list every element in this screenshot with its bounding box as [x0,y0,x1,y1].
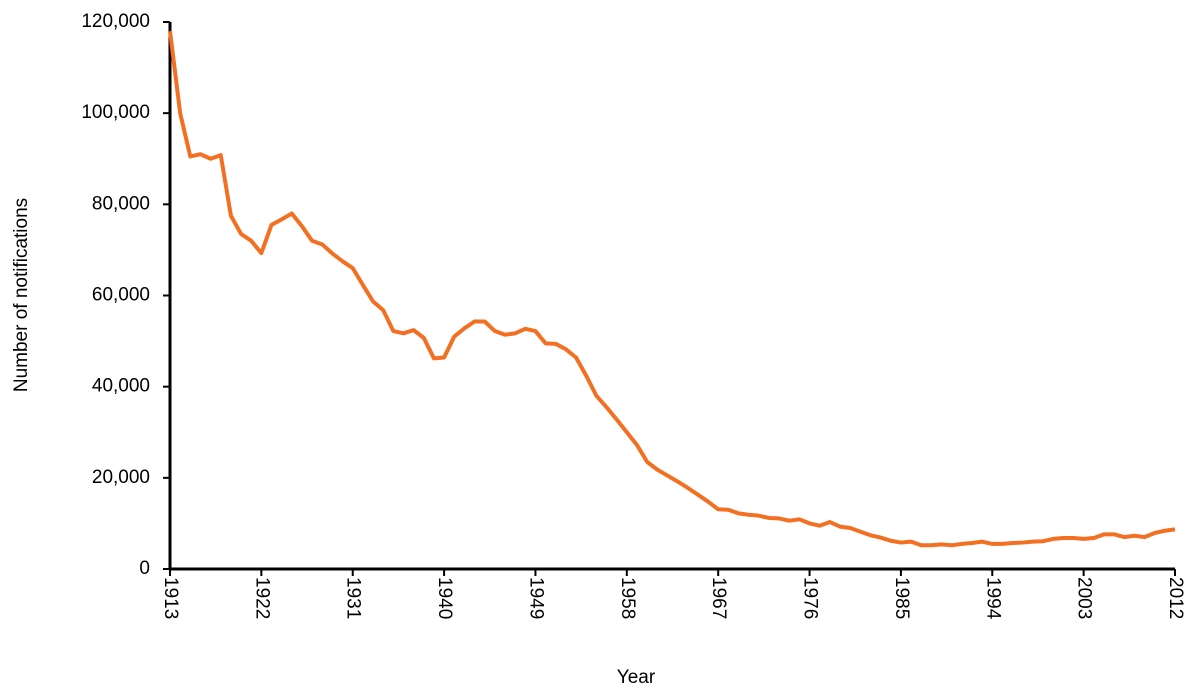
y-axis-title: Number of notifications [11,198,32,392]
y-tick-label: 120,000 [81,11,150,32]
x-axis-title: Year [617,667,656,688]
x-tick-label: 2003 [1074,577,1095,619]
x-tick-label: 1976 [800,577,821,619]
x-tick-label: 1994 [982,577,1003,620]
x-tick-label: 1931 [343,577,364,619]
y-tick-label: 40,000 [92,376,150,397]
y-tick-label: 80,000 [92,193,150,214]
y-tick-label: 0 [139,558,150,579]
x-tick-label: 1949 [525,577,546,619]
x-tick-label: 1922 [251,577,272,619]
y-tick-label: 100,000 [81,102,150,123]
x-tick-label: 1967 [708,577,729,619]
x-tick-label: 1958 [617,577,638,619]
x-tick-label: 2012 [1165,577,1186,619]
y-tick-label: 60,000 [92,285,150,306]
x-tick-label: 1985 [891,577,912,619]
data-line [168,30,1176,548]
y-tick-label: 20,000 [92,467,150,488]
x-tick-label: 1913 [160,577,181,619]
x-tick-label: 1940 [434,577,455,619]
